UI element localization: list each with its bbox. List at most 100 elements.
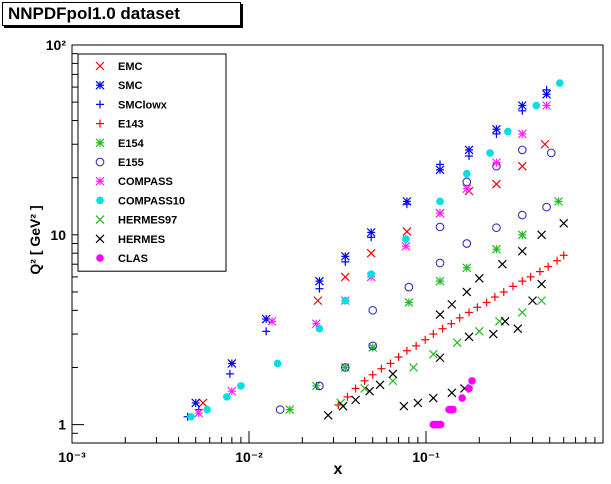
- data-point: [497, 259, 507, 269]
- data-point: [409, 363, 418, 372]
- legend-marker: [95, 80, 105, 90]
- data-point: [468, 377, 476, 385]
- data-point: [368, 370, 377, 379]
- data-point: [436, 420, 445, 429]
- data-point: [343, 392, 352, 401]
- data-point: [474, 273, 484, 283]
- data-point: [482, 298, 491, 307]
- legend-label: E143: [118, 119, 144, 131]
- legend-label: SMC: [118, 80, 143, 92]
- legend-marker: [96, 100, 104, 109]
- data-point: [559, 251, 568, 260]
- y-axis-label: Q² [ GeV² ]: [27, 205, 43, 274]
- data-point: [546, 148, 556, 158]
- data-point: [262, 327, 271, 336]
- data-point: [338, 401, 348, 411]
- data-point: [486, 149, 494, 157]
- data-point: [203, 405, 211, 414]
- legend-marker: [96, 119, 104, 128]
- data-point: [402, 200, 411, 209]
- data-point: [435, 276, 445, 286]
- x-tick-label: 10⁻²: [235, 449, 263, 465]
- data-point: [504, 127, 512, 136]
- data-point: [537, 279, 547, 289]
- data-point: [542, 202, 551, 212]
- data-point: [542, 85, 551, 94]
- legend-marker: [96, 254, 104, 262]
- data-point: [559, 218, 569, 228]
- data-point: [492, 124, 501, 134]
- data-point: [435, 310, 445, 319]
- data-point: [399, 401, 409, 411]
- data-point: [285, 405, 295, 415]
- data-point: [542, 101, 552, 110]
- data-point: [340, 363, 350, 372]
- data-point: [412, 341, 421, 350]
- data-point: [351, 384, 360, 393]
- data-point: [394, 353, 403, 362]
- legend-marker: [95, 157, 105, 167]
- data-point: [187, 412, 195, 421]
- data-point: [402, 235, 410, 243]
- data-point: [267, 316, 277, 326]
- data-point: [452, 338, 462, 348]
- data-point: [315, 276, 324, 286]
- data-point: [465, 384, 473, 393]
- data-point: [473, 303, 482, 312]
- data-point: [435, 165, 445, 175]
- data-point: [365, 386, 375, 396]
- data-point: [227, 359, 237, 368]
- data-point: [517, 145, 527, 155]
- data-point: [360, 376, 369, 385]
- data-point: [404, 298, 414, 307]
- data-point: [313, 296, 323, 306]
- data-point: [435, 353, 445, 363]
- data-point: [465, 308, 474, 317]
- x-tick-label: 10⁻¹: [412, 449, 440, 465]
- data-point: [435, 258, 445, 268]
- data-point: [488, 329, 498, 339]
- legend-marker: [95, 176, 105, 186]
- data-point: [341, 296, 350, 305]
- data-point: [555, 79, 564, 87]
- data-point: [499, 287, 508, 296]
- data-point: [492, 223, 501, 233]
- data-point: [553, 256, 562, 265]
- legend-marker: [95, 61, 105, 71]
- data-point: [428, 393, 438, 403]
- data-point: [388, 376, 398, 386]
- data-point: [462, 177, 472, 187]
- data-point: [366, 227, 376, 237]
- data-point: [492, 158, 501, 168]
- data-point: [223, 393, 231, 401]
- data-point: [517, 129, 527, 139]
- data-point: [492, 179, 501, 189]
- legend-box: [77, 53, 227, 272]
- data-point: [421, 335, 430, 344]
- legend: EMC SMC SMClowx E143 E154 E155 COMPASS COMPASS1…: [77, 53, 227, 272]
- data-point: [375, 380, 385, 390]
- data-point: [462, 184, 472, 194]
- axis-ticks: [71, 53, 596, 444]
- legend-label: E154: [118, 138, 145, 150]
- legend-label: EMC: [118, 61, 143, 73]
- y-tick-label: 10²: [46, 37, 67, 53]
- legend-marker: [95, 234, 105, 244]
- data-point: [449, 405, 457, 414]
- data-point: [198, 398, 208, 408]
- data-point: [368, 305, 378, 315]
- data-point: [315, 381, 324, 391]
- data-point: [517, 230, 527, 240]
- data-point: [537, 230, 547, 240]
- data-point: [518, 106, 527, 115]
- legend-label: CLAS: [118, 253, 148, 265]
- legend-label: SMClowx: [118, 99, 168, 111]
- data-point: [413, 398, 423, 408]
- data-point: [554, 196, 563, 206]
- data-point: [535, 267, 544, 276]
- data-point: [500, 316, 510, 326]
- data-point: [455, 313, 464, 322]
- data-point: [447, 388, 457, 398]
- data-points: [183, 79, 569, 429]
- chart-title: NNPDFpol1.0 dataset: [2, 2, 241, 26]
